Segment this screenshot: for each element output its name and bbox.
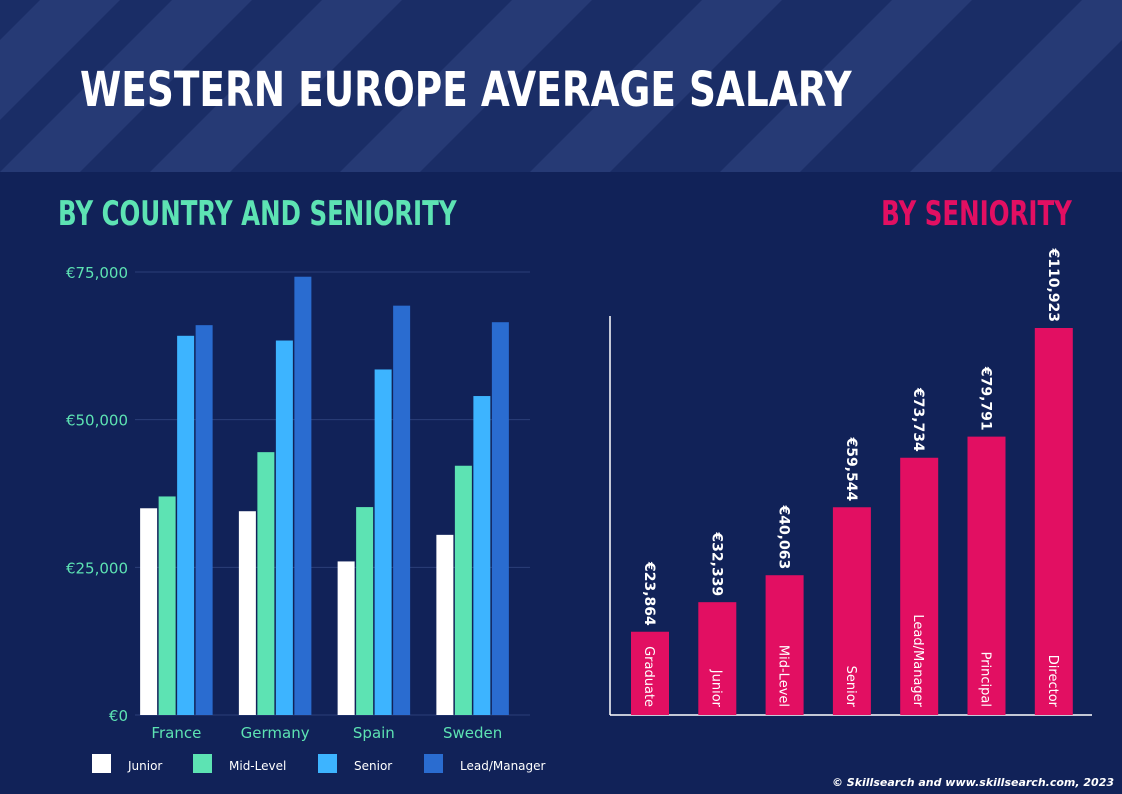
bar-germany-lead-manager [294, 276, 312, 715]
bar-germany-senior [275, 340, 293, 715]
value-label: €79,791 [978, 366, 994, 431]
bar-senior [832, 507, 871, 715]
bar-sweden-lead-manager [491, 322, 509, 715]
value-label: €59,544 [843, 436, 859, 501]
x-tick-label: Principal [978, 652, 993, 707]
right-chart-title: BY SENIORITY [881, 194, 1072, 234]
legend-swatch-senior [318, 754, 337, 773]
value-label: €32,339 [708, 531, 724, 596]
value-label: €23,864 [641, 561, 657, 626]
bar-director [1034, 328, 1073, 715]
x-tick-label: Senior [843, 666, 858, 708]
legend-swatch-mid-level [193, 754, 212, 773]
bar-germany-junior [238, 511, 256, 715]
bar-france-mid-level [158, 496, 176, 715]
x-tick-label: France [151, 724, 201, 742]
bar-junior [698, 602, 737, 715]
diagonal-stripes-decoration [0, 0, 1122, 172]
bar-germany-mid-level [257, 452, 275, 715]
bar-france-junior [140, 508, 158, 715]
bar-spain-lead-manager [393, 305, 411, 715]
x-tick-label: Germany [241, 724, 310, 742]
y-tick-label: €75,000 [66, 264, 128, 282]
bar-graduate [631, 631, 669, 715]
value-label: €73,734 [910, 387, 926, 452]
bar-spain-senior [374, 369, 392, 715]
x-tick-label: Sweden [443, 724, 502, 742]
value-label: €110,923 [1045, 247, 1061, 322]
bar-mid-level [765, 575, 804, 715]
bar-sweden-senior [473, 396, 491, 715]
bar-lead-manager [900, 457, 939, 715]
bar-france-senior [177, 335, 195, 715]
page-title: WESTERN EUROPE AVERAGE SALARY [80, 62, 852, 118]
legend-swatch-junior [92, 754, 111, 773]
bar-spain-mid-level [356, 507, 374, 715]
bar-sweden-mid-level [454, 465, 472, 715]
x-tick-label: Mid-Level [776, 645, 791, 707]
x-tick-label: Lead/Manager [910, 614, 925, 707]
x-tick-label: Spain [353, 724, 395, 742]
bar-france-lead-manager [195, 325, 213, 715]
x-tick-label: Junior [708, 669, 723, 708]
y-tick-label: €25,000 [66, 559, 128, 577]
copyright-notice: © Skillsearch and www.skillsearch.com, 2… [831, 776, 1114, 789]
legend-label: Senior [354, 759, 392, 773]
x-tick-label: Director [1045, 655, 1060, 708]
y-tick-label: €50,000 [66, 412, 128, 430]
legend-label: Mid-Level [229, 759, 286, 773]
header-banner: WESTERN EUROPE AVERAGE SALARY [0, 0, 1122, 172]
value-label: €40,063 [776, 504, 792, 569]
bar-sweden-junior [436, 534, 454, 715]
legend-swatch-lead-manager [424, 754, 443, 773]
bar-principal [967, 436, 1006, 715]
bar-spain-junior [337, 561, 355, 715]
y-tick-label: €0 [109, 707, 128, 725]
left-chart-title: BY COUNTRY AND SENIORITY [58, 194, 457, 234]
legend-label: Lead/Manager [460, 759, 546, 773]
legend-label: Junior [127, 759, 162, 773]
x-tick-label: Graduate [641, 646, 656, 707]
